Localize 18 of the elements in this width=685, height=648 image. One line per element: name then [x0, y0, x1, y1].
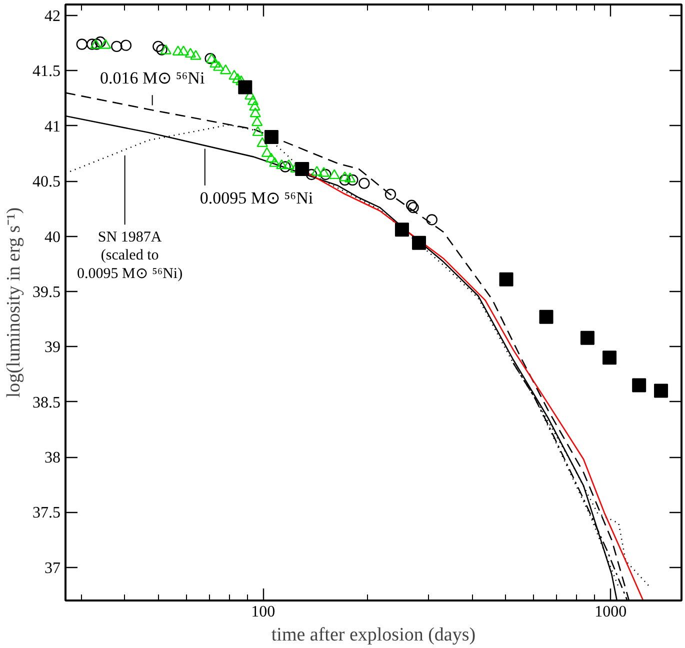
y-tick-label: 37	[44, 560, 60, 577]
x-tick-label: 1000	[594, 604, 627, 620]
y-tick-label: 40	[44, 228, 60, 246]
y-tick-label: 41.5	[32, 63, 60, 80]
y-tick-label: 37.5	[32, 504, 60, 522]
annotation: SN 1987A (scaled to 0.0095 M⊙ ⁵⁶Ni)	[77, 229, 183, 282]
y-tick-label: 39.5	[32, 284, 60, 301]
y-tick-label: 41	[44, 118, 60, 136]
annotation: 0.016 M⊙ ⁵⁶Ni	[100, 68, 205, 88]
y-axis-title: log(luminosity in erg s⁻¹)	[4, 207, 24, 398]
x-tick-label: 100	[251, 604, 276, 620]
y-tick-label: 38.5	[32, 394, 60, 412]
y-tick-label: 39	[44, 339, 60, 356]
y-tick-label: 40.5	[32, 174, 60, 191]
y-tick-label: 42	[44, 8, 60, 26]
annotation: 0.0095 M⊙ ⁵⁶Ni	[200, 188, 314, 208]
y-tick-label: 38	[44, 450, 60, 467]
x-axis-title: time after explosion (days)	[271, 624, 476, 646]
